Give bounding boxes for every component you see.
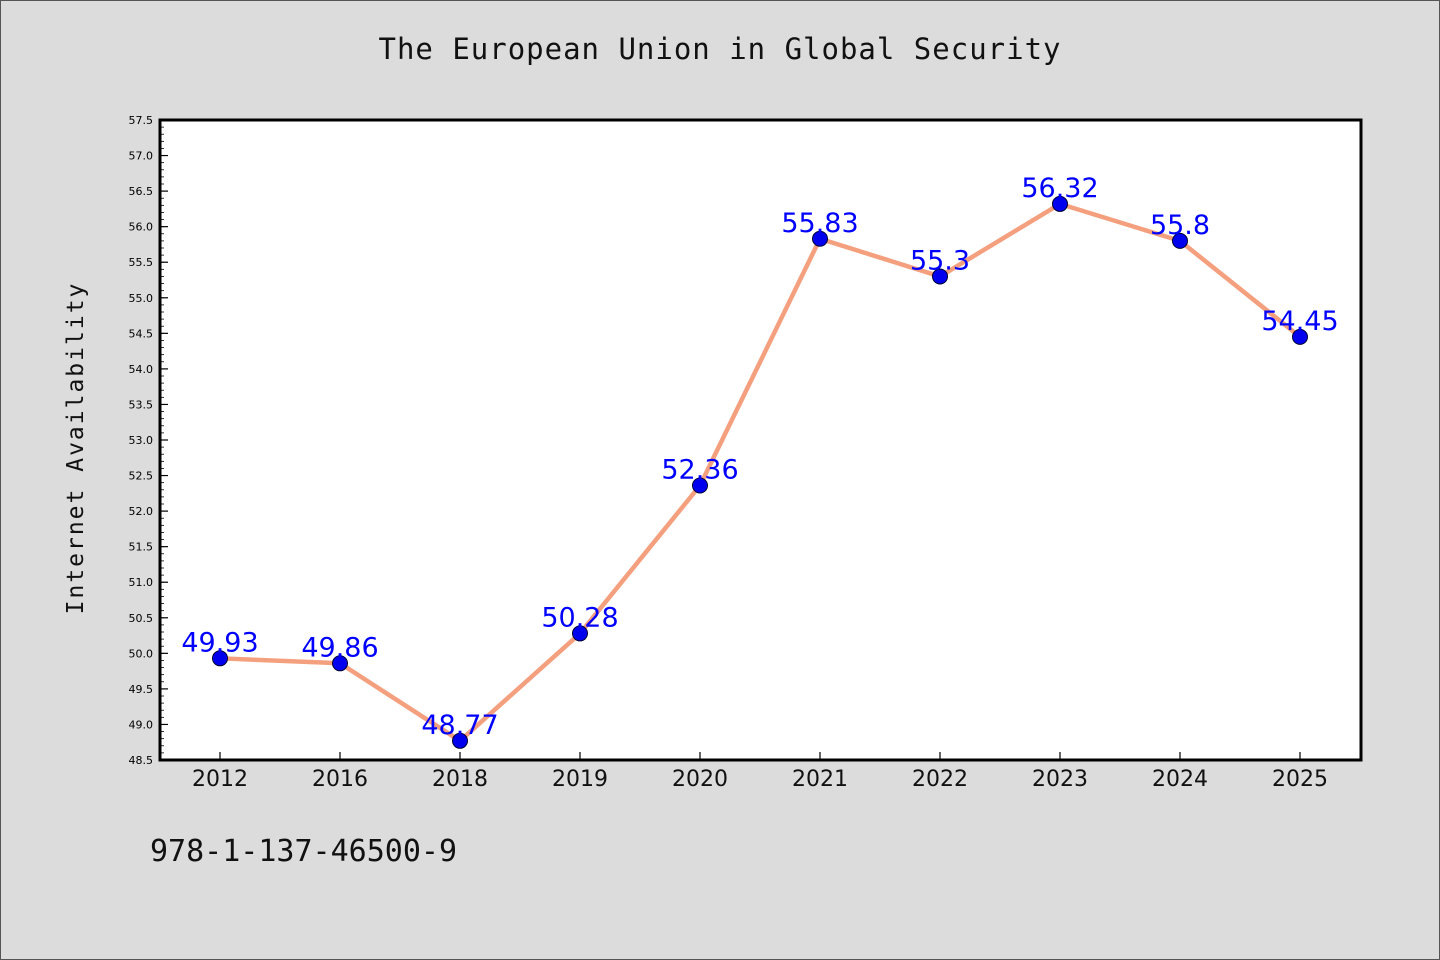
y-tick-label: 55.5 — [129, 256, 154, 269]
data-label: 52.36 — [661, 455, 738, 486]
data-label: 50.28 — [541, 602, 618, 633]
x-tick-label: 2019 — [552, 767, 608, 792]
y-tick-label: 48.5 — [129, 754, 154, 767]
data-label: 55.83 — [781, 208, 858, 239]
y-tick-label: 53.5 — [129, 398, 154, 411]
data-point — [212, 650, 228, 667]
x-tick-label: 2012 — [192, 767, 248, 792]
y-tick-label: 51.5 — [129, 541, 154, 554]
data-label: 55.3 — [910, 245, 970, 276]
x-tick-label: 2023 — [1032, 767, 1088, 792]
data-series: 49.93 49.86 48.77 50.28 52.36 55.83 55.3 56.32 5… — [181, 173, 1339, 749]
isbn-text: 978-1-137-46500-9 — [150, 834, 458, 869]
y-tick-label: 49.0 — [129, 718, 154, 731]
y-tick-label: 53.0 — [129, 434, 154, 447]
data-point — [332, 655, 348, 672]
y-tick-label: 50.0 — [129, 647, 154, 660]
data-point — [452, 732, 468, 749]
data-label: 48.77 — [421, 710, 498, 741]
data-point — [572, 625, 588, 642]
data-label: 49.93 — [181, 627, 258, 658]
y-tick-label: 57.0 — [129, 150, 154, 163]
x-tick-label: 2020 — [672, 767, 728, 792]
x-tick-label: 2025 — [1272, 767, 1328, 792]
x-tick-label: 2024 — [1152, 767, 1208, 792]
y-tick-label: 52.5 — [129, 470, 154, 483]
data-point — [932, 268, 948, 285]
x-tick-label: 2018 — [432, 767, 488, 792]
data-label: 56.32 — [1021, 173, 1098, 204]
data-label: 54.45 — [1261, 306, 1338, 337]
data-label: 49.86 — [301, 632, 378, 663]
x-tick-label: 2021 — [792, 767, 848, 792]
y-tick-label: 56.5 — [129, 185, 154, 198]
x-tick-label: 2022 — [912, 767, 968, 792]
y-tick-label: 49.5 — [129, 683, 154, 696]
chart-title: The European Union in Global Security — [378, 32, 1062, 66]
y-tick-label: 55.0 — [129, 292, 154, 305]
y-tick-label: 56.0 — [129, 221, 154, 234]
data-point — [692, 477, 708, 494]
y-tick-label: 51.0 — [129, 576, 154, 589]
y-tick-label: 50.5 — [129, 612, 154, 625]
data-point — [1052, 195, 1068, 212]
data-point — [1172, 232, 1188, 249]
y-tick-label: 57.5 — [129, 114, 154, 127]
data-point — [812, 230, 828, 247]
y-tick-label: 54.5 — [129, 327, 154, 340]
y-tick-label: 52.0 — [129, 505, 154, 518]
series-line — [217, 201, 1303, 744]
data-label: 55.8 — [1150, 210, 1210, 241]
y-tick-label: 54.0 — [129, 363, 154, 376]
y-axis: 48.5 49.0 49.5 50.0 50.5 51.0 51.5 52.0 52.5 53.0… — [129, 114, 168, 767]
x-tick-label: 2016 — [312, 767, 368, 792]
data-point — [1292, 328, 1308, 345]
plot-area — [158, 118, 1363, 762]
x-axis: 2012 2016 2018 2019 2020 2021 2022 2023 2024 2025 — [192, 752, 1328, 792]
